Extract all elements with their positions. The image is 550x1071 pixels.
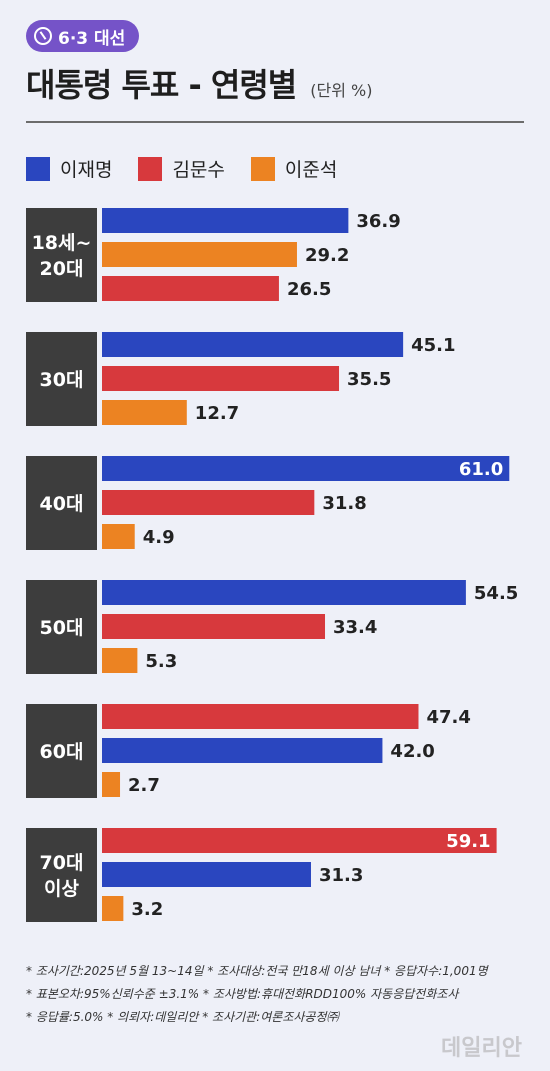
footnote-line: * 표본오차:95%신뢰수준 ±3.1% * 조사방법:휴대전화RDD100% … bbox=[26, 987, 459, 1001]
group-label: 18세~ bbox=[32, 232, 92, 254]
bar-value-label: 29.2 bbox=[305, 245, 349, 266]
bar bbox=[102, 524, 135, 549]
group-label-box bbox=[26, 208, 97, 302]
header-divider bbox=[26, 121, 524, 123]
group-label: 30대 bbox=[40, 369, 84, 391]
vote-stamp-icon bbox=[34, 27, 52, 45]
survey-footnotes: * 조사기간:2025년 5월 13~14일 * 조사대상:전국 만18세 이상… bbox=[26, 960, 536, 1029]
bar-value-label: 61.0 bbox=[459, 459, 503, 480]
group-label-box bbox=[26, 580, 97, 674]
bar-chart: 18세~ 20대 36.9 29.2 26.5 30대 45.1 35.5 12.7 40대 61.… bbox=[26, 208, 518, 922]
bar bbox=[102, 828, 497, 853]
group-label-box bbox=[26, 704, 97, 798]
bar bbox=[102, 400, 187, 425]
bar-value-label: 45.1 bbox=[411, 335, 455, 356]
legend-item-kim-moonsoo: 김문수 bbox=[138, 155, 225, 182]
bar-value-label: 4.9 bbox=[143, 527, 175, 548]
group-label: 50대 bbox=[40, 617, 84, 639]
legend-item-lee-junseok: 이준석 bbox=[250, 155, 338, 182]
bar-value-label: 35.5 bbox=[347, 369, 391, 390]
unit-label: (단위 %) bbox=[310, 81, 373, 100]
bar bbox=[102, 862, 311, 887]
group-label-box bbox=[26, 332, 97, 426]
bar-value-label: 31.8 bbox=[322, 493, 366, 514]
watermark-logo: 데일리안 bbox=[441, 1036, 522, 1061]
badge-label: 6·3 대선 bbox=[58, 28, 126, 49]
bar-value-label: 59.1 bbox=[446, 831, 490, 852]
legend: 이재명 김문수 이준석 bbox=[26, 155, 337, 182]
bar bbox=[102, 456, 510, 481]
group-label: 20대 bbox=[40, 258, 84, 280]
legend-swatch bbox=[250, 156, 275, 181]
bar bbox=[102, 490, 315, 515]
group-label: 60대 bbox=[40, 741, 84, 763]
bar bbox=[102, 648, 138, 673]
bar-value-label: 42.0 bbox=[390, 741, 434, 762]
legend-item-lee-jaemyung: 이재명 bbox=[26, 155, 112, 182]
bar bbox=[102, 738, 383, 763]
bar-value-label: 36.9 bbox=[356, 211, 400, 232]
bar-value-label: 47.4 bbox=[426, 707, 470, 728]
bar-value-label: 2.7 bbox=[128, 775, 160, 796]
bar-value-label: 26.5 bbox=[287, 279, 331, 300]
legend-label: 이재명 bbox=[60, 159, 113, 181]
bar-value-label: 5.3 bbox=[145, 651, 177, 672]
bar bbox=[102, 704, 419, 729]
group-label-box bbox=[26, 828, 97, 922]
bar bbox=[102, 772, 121, 797]
legend-label: 김문수 bbox=[172, 159, 225, 181]
legend-swatch bbox=[26, 156, 50, 181]
group-label-box bbox=[26, 456, 97, 550]
bar bbox=[102, 580, 466, 605]
bar-value-label: 3.2 bbox=[131, 899, 163, 920]
bar bbox=[102, 242, 297, 267]
bar bbox=[102, 896, 124, 921]
legend-swatch bbox=[138, 156, 163, 181]
bar-value-label: 31.3 bbox=[319, 865, 363, 886]
bar bbox=[102, 276, 279, 301]
legend-label: 이준석 bbox=[284, 159, 338, 181]
footnote-line: * 조사기간:2025년 5월 13~14일 * 조사대상:전국 만18세 이상… bbox=[26, 964, 488, 978]
bar bbox=[102, 332, 404, 357]
group-label: 이상 bbox=[44, 878, 79, 900]
bar-value-label: 12.7 bbox=[195, 403, 239, 424]
election-badge: 6·3 대선 bbox=[26, 20, 140, 52]
chart-title: 대통령 투표 - 연령별 bbox=[26, 66, 297, 104]
bar-value-label: 33.4 bbox=[333, 617, 377, 638]
footnote-line: * 응답률:5.0% * 의뢰자:데일리안 * 조사기관:여론조사공정㈜ bbox=[26, 1010, 339, 1024]
bar bbox=[102, 614, 326, 639]
header: 대통령 투표 - 연령별 (단위 %) bbox=[26, 60, 372, 106]
bar-value-label: 54.5 bbox=[474, 583, 518, 604]
bar bbox=[102, 366, 340, 391]
group-label: 70대 bbox=[40, 852, 84, 874]
group-label: 40대 bbox=[40, 493, 84, 515]
bar bbox=[102, 208, 349, 233]
